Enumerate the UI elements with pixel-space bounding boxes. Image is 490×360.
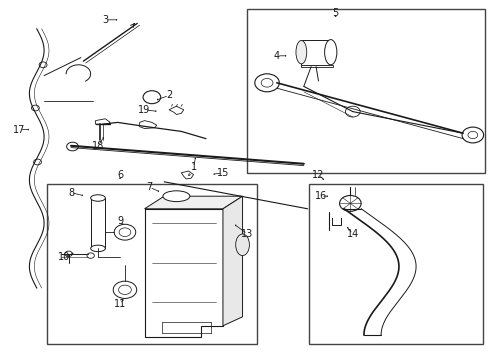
Polygon shape [96,119,110,124]
Ellipse shape [163,191,190,202]
Text: 15: 15 [217,168,229,178]
Bar [309,184,483,344]
Text: 19: 19 [138,105,151,115]
Bar [247,9,485,173]
Text: 6: 6 [117,170,123,180]
Ellipse shape [87,253,94,258]
Circle shape [143,91,161,104]
Text: 5: 5 [333,8,339,18]
Ellipse shape [296,40,307,64]
Polygon shape [223,196,243,326]
Circle shape [114,224,136,240]
Text: 17: 17 [13,125,26,135]
Text: 14: 14 [346,229,359,239]
Circle shape [34,159,42,165]
Text: 7: 7 [147,182,152,192]
Ellipse shape [65,251,73,256]
Circle shape [255,74,279,92]
Bar [301,40,331,65]
Text: 8: 8 [68,188,74,198]
Circle shape [119,285,131,294]
Ellipse shape [91,245,105,252]
Text: 4: 4 [274,51,280,61]
Bar [47,184,257,344]
Ellipse shape [236,234,249,256]
Polygon shape [169,106,184,114]
Polygon shape [301,65,333,67]
Circle shape [261,78,273,87]
Text: 10: 10 [58,252,70,262]
Ellipse shape [91,195,105,201]
Text: 3: 3 [102,15,108,25]
Text: 16: 16 [315,191,327,201]
Text: 1: 1 [191,162,196,172]
Circle shape [67,142,78,151]
Circle shape [31,105,39,111]
Polygon shape [140,121,157,129]
Polygon shape [181,171,194,179]
Bar [91,198,105,248]
Circle shape [468,131,478,139]
Ellipse shape [325,40,337,65]
Circle shape [340,195,361,211]
Circle shape [295,159,308,168]
Text: 18: 18 [92,141,104,151]
Circle shape [462,127,484,143]
Text: 2: 2 [166,90,172,100]
Circle shape [345,106,360,117]
Circle shape [113,281,137,298]
Text: 9: 9 [117,216,123,226]
Circle shape [119,228,131,237]
Text: 13: 13 [241,229,254,239]
Circle shape [39,62,47,68]
Polygon shape [145,196,243,209]
Text: 11: 11 [114,299,126,309]
Text: 12: 12 [312,170,325,180]
Polygon shape [145,209,223,337]
